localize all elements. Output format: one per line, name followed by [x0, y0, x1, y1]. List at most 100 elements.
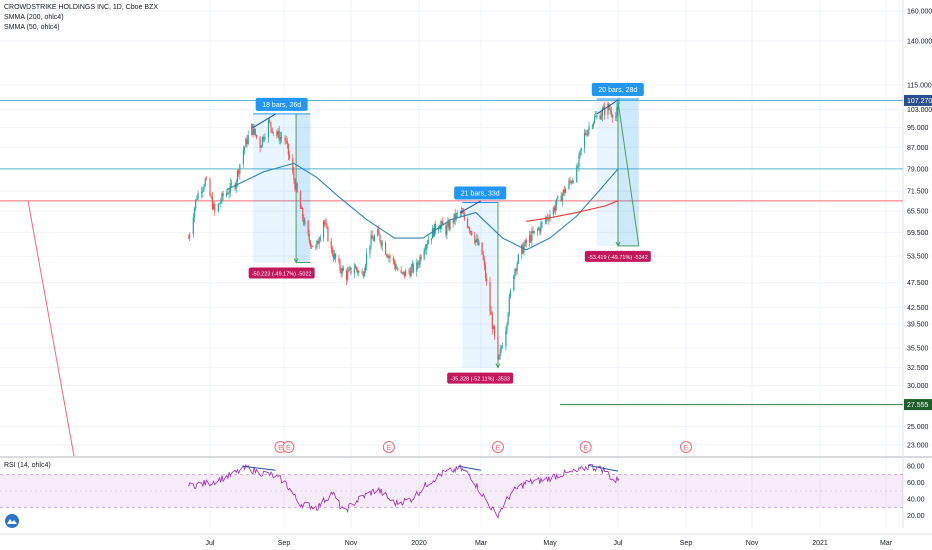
candle-body	[335, 253, 337, 259]
price-axis-label: 115.000	[907, 82, 932, 89]
candle-body	[211, 196, 213, 209]
candle-body	[357, 269, 359, 273]
earnings-label: E	[387, 445, 392, 452]
candle-body	[205, 178, 208, 180]
candle-body	[338, 258, 340, 262]
candle-body	[394, 264, 397, 269]
candle-body	[245, 138, 247, 147]
candle-body	[203, 186, 205, 190]
bars-label: 18 bars, 26d	[262, 102, 301, 109]
candle-body	[210, 195, 212, 197]
candle-body	[378, 229, 380, 235]
candle-body	[453, 213, 455, 223]
candle-body	[423, 250, 425, 260]
candle-body	[459, 211, 461, 214]
candle-body	[348, 269, 350, 272]
price-axis-label: 59.500	[907, 230, 929, 237]
measure-arrow	[293, 258, 299, 264]
candle-body	[264, 137, 266, 140]
candle-body	[340, 269, 342, 274]
candle-body	[477, 238, 479, 245]
candle-body	[319, 237, 321, 241]
candle-body	[424, 249, 426, 251]
bars-label: 20 bars, 28d	[598, 87, 637, 94]
candle-body	[244, 146, 246, 151]
symbol-title[interactable]: CROWDSTRIKE HOLDINGS INC, 1D, Cboe BZX	[4, 4, 159, 11]
candle-body	[212, 204, 215, 209]
indicator-smma-50[interactable]: SMMA (50, ohlc4)	[4, 24, 60, 31]
candle-body	[412, 264, 415, 272]
candle-body	[478, 242, 480, 245]
candle-body	[475, 240, 477, 243]
candle-body	[548, 218, 550, 220]
rsi-axis-label: 80.00	[907, 464, 925, 471]
candle-body	[341, 267, 343, 274]
candle-body	[416, 262, 418, 272]
logo-glyph-icon	[7, 518, 17, 524]
candle-body	[481, 242, 483, 255]
rsi-axis-label: 40.00	[907, 497, 925, 504]
candle-body	[533, 230, 535, 233]
price-axis-label: 79.000	[907, 166, 929, 173]
candle-body	[350, 267, 352, 274]
candle-body	[381, 242, 383, 246]
candle-body	[339, 261, 341, 270]
price-lines-layer	[0, 99, 903, 457]
candle-body	[269, 120, 271, 123]
candle-body	[525, 240, 527, 243]
candle-body	[255, 134, 258, 138]
price-axis-label: 32.500	[907, 365, 929, 372]
candle-body	[602, 106, 605, 110]
candle-body	[561, 194, 563, 202]
candle-body	[363, 271, 365, 277]
rsi-title[interactable]: RSI (14, ohlc4)	[4, 462, 51, 469]
candle-body	[530, 235, 532, 242]
candle-body	[355, 266, 358, 270]
candle-body	[461, 211, 463, 214]
candle-body	[469, 228, 471, 232]
rsi-divergence-line	[587, 464, 619, 472]
price-axis[interactable]: 160.000 140.000 115.000 107.270 103.000 95.00…	[904, 9, 932, 521]
candle-body	[557, 196, 559, 199]
price-axis-label: 42.500	[907, 305, 929, 312]
time-axis-label: Mar	[880, 540, 893, 547]
candle-body	[322, 221, 325, 238]
candle-body	[315, 246, 317, 248]
candle-body	[204, 178, 206, 187]
change-label: -35.328 (-52.11%) -3533	[450, 377, 510, 383]
candle-body	[409, 271, 411, 277]
candle-body	[418, 264, 420, 266]
earnings-label: E	[496, 445, 501, 452]
time-axis-label: 2021	[812, 540, 828, 547]
candle-body	[277, 131, 279, 136]
candle-body	[196, 198, 198, 200]
candle-body	[411, 264, 413, 268]
price-axis-label: 23.000	[907, 443, 929, 450]
candle-body	[591, 126, 593, 128]
earnings-icon	[579, 441, 592, 453]
candle-body	[260, 145, 262, 148]
candle-body	[197, 193, 199, 199]
candle-body	[616, 106, 618, 117]
candle-body	[509, 290, 512, 297]
time-axis[interactable]: Jul Sep Nov 2020 Mar May Jul Sep Nov 2021 Mar	[206, 540, 893, 547]
candle-body	[583, 132, 586, 148]
candle-body	[333, 253, 336, 259]
candle-body	[468, 227, 470, 229]
candle-body	[380, 241, 382, 246]
candle-body	[295, 183, 297, 190]
tradingview-logo-icon[interactable]	[5, 514, 19, 528]
candle-body	[393, 260, 396, 265]
candle-body	[544, 219, 547, 223]
candle-body	[500, 347, 502, 350]
candle-body	[214, 204, 216, 212]
candle-body	[553, 207, 556, 211]
rsi-line	[188, 463, 620, 519]
candle-body	[202, 189, 204, 193]
candle-body	[221, 193, 223, 202]
candle-body	[486, 278, 488, 282]
candle-body	[222, 193, 224, 197]
indicator-smma-200[interactable]: SMMA (200, ohlc4)	[4, 14, 64, 21]
